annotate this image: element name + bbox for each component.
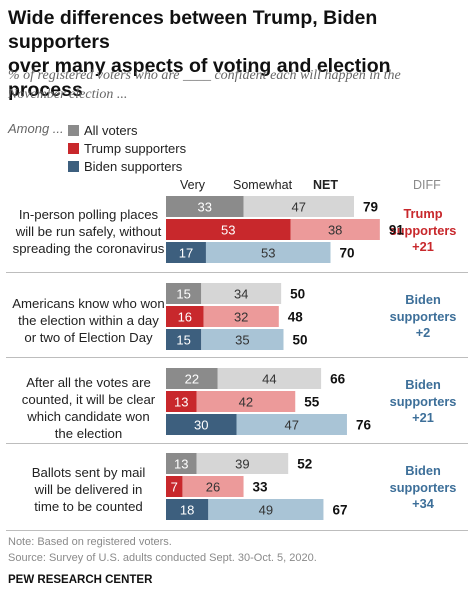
value-label-net: 91 — [389, 223, 405, 238]
footer-note: Note: Based on registered voters. — [8, 536, 172, 548]
value-label-somewhat: 49 — [259, 503, 273, 518]
value-label-net: 70 — [340, 246, 355, 261]
bar-very-biden-supporters — [166, 242, 206, 263]
value-label-net: 50 — [293, 333, 308, 348]
chart-title: Wide differences between Trump, Biden su… — [8, 7, 391, 101]
legend-item-all-voters: All voters — [68, 121, 186, 139]
value-label-somewhat: 38 — [328, 223, 342, 238]
bar-somewhat-trump-supporters — [290, 219, 380, 240]
value-label-net: 76 — [356, 418, 372, 433]
value-label-net: 48 — [288, 310, 304, 325]
column-header-net: NET — [313, 178, 338, 192]
bar-very-biden-supporters — [166, 329, 202, 350]
value-label-very: 17 — [179, 246, 193, 261]
bar-somewhat-all-voters — [243, 196, 354, 217]
bar-somewhat-biden-supporters — [201, 329, 284, 350]
section-divider — [6, 272, 468, 273]
bar-very-trump-supporters — [166, 219, 291, 240]
diff-label-clear-winner: Biden supporters +21 — [389, 377, 457, 425]
item-label-know-winner: Americans know who won the election with… — [12, 296, 165, 345]
value-label-net: 66 — [330, 372, 346, 387]
value-label-net: 67 — [332, 503, 347, 518]
value-label-very: 33 — [198, 200, 212, 215]
value-label-very: 15 — [176, 333, 190, 348]
legend-label: Biden supporters — [84, 158, 183, 174]
value-label-net: 55 — [304, 395, 320, 410]
value-label-somewhat: 47 — [292, 200, 306, 215]
value-label-net: 79 — [363, 200, 378, 215]
bar-somewhat-all-voters — [201, 283, 282, 304]
value-label-somewhat: 35 — [235, 333, 249, 348]
column-header-diff: DIFF — [413, 178, 441, 192]
legend-label: Trump supporters — [84, 140, 187, 156]
legend-item-biden-supporters: Biden supporters — [68, 157, 186, 175]
item-label-polling-places: In-person polling places will be run saf… — [12, 207, 165, 256]
value-label-somewhat: 47 — [284, 418, 298, 433]
bar-very-all-voters — [166, 196, 244, 217]
bar-somewhat-biden-supporters — [208, 499, 324, 520]
item-label-mail-ballots: Ballots sent by mail will be delivered i… — [31, 465, 146, 514]
value-label-very: 18 — [180, 503, 194, 518]
value-label-somewhat: 26 — [206, 480, 220, 495]
value-label-net: 52 — [297, 457, 312, 472]
legend: All voters Trump supporters Biden suppor… — [68, 121, 186, 175]
bar-somewhat-all-voters — [196, 453, 289, 474]
diff-label-mail-ballots: Biden supporters +34 — [389, 463, 457, 511]
footer-brand: PEW RESEARCH CENTER — [8, 574, 153, 586]
legend-swatch-all-voters — [68, 124, 79, 136]
bar-very-all-voters — [166, 453, 197, 474]
value-label-net: 50 — [290, 287, 305, 302]
legend-item-trump-supporters: Trump supporters — [68, 139, 186, 157]
value-label-very: 13 — [174, 457, 188, 472]
bar-somewhat-biden-supporters — [236, 414, 347, 435]
value-label-somewhat: 42 — [239, 395, 253, 410]
legend-swatch-trump-supporters — [68, 142, 79, 154]
column-header-somewhat: Somewhat — [233, 178, 293, 192]
legend-prefix: Among ... — [8, 121, 64, 136]
value-label-very: 15 — [176, 287, 190, 302]
value-label-somewhat: 39 — [235, 457, 249, 472]
column-header-very: Very — [180, 178, 206, 192]
bar-somewhat-all-voters — [217, 368, 322, 389]
bar-somewhat-biden-supporters — [205, 242, 331, 263]
legend-label: All voters — [84, 122, 138, 138]
bar-very-trump-supporters — [166, 306, 204, 327]
footer-source: Source: Survey of U.S. adults conducted … — [8, 552, 317, 564]
bar-very-all-voters — [166, 368, 218, 389]
chart-subtitle: % of registered voters who are ____ conf… — [8, 68, 401, 102]
value-label-somewhat: 32 — [234, 310, 248, 325]
diff-label-know-winner: Biden supporters +2 — [389, 292, 457, 340]
section-divider — [6, 530, 468, 531]
bar-somewhat-trump-supporters — [203, 306, 279, 327]
value-label-somewhat: 34 — [234, 287, 248, 302]
bar-very-all-voters — [166, 283, 202, 304]
value-label-very: 16 — [178, 310, 192, 325]
value-label-very: 13 — [174, 395, 188, 410]
section-divider — [6, 357, 468, 358]
legend-swatch-biden-supporters — [68, 160, 79, 172]
value-label-very: 30 — [194, 418, 208, 433]
value-label-very: 7 — [171, 480, 178, 495]
section-divider — [6, 443, 468, 444]
bar-somewhat-trump-supporters — [182, 476, 244, 497]
bar-very-biden-supporters — [166, 414, 237, 435]
bar-very-biden-supporters — [166, 499, 209, 520]
bar-very-trump-supporters — [166, 391, 197, 412]
value-label-somewhat: 44 — [262, 372, 276, 387]
bar-very-trump-supporters — [166, 476, 183, 497]
value-label-net: 33 — [253, 480, 269, 495]
value-label-very: 22 — [185, 372, 199, 387]
item-label-clear-winner: After all the votes are counted, it will… — [21, 375, 156, 441]
value-label-somewhat: 53 — [261, 246, 275, 261]
diff-label-polling-places: Trump supporters +21 — [389, 206, 457, 254]
value-label-very: 53 — [221, 223, 235, 238]
bar-somewhat-trump-supporters — [196, 391, 296, 412]
